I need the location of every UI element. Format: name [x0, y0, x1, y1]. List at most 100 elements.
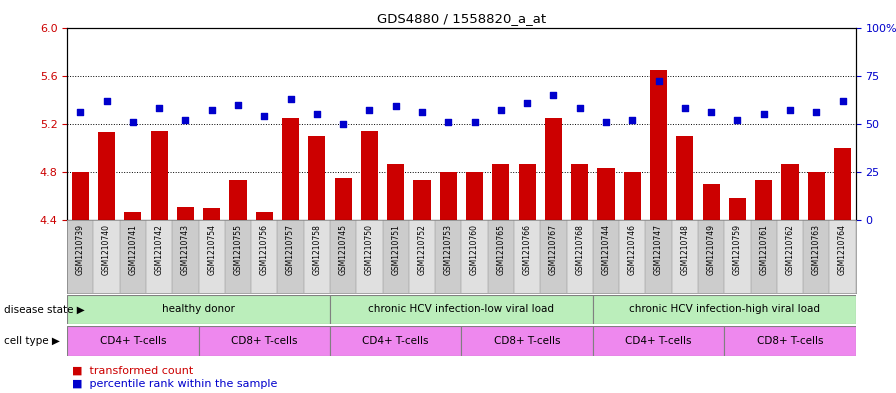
Bar [177, 207, 194, 220]
Text: GSM1210762: GSM1210762 [786, 224, 795, 275]
Point [730, 117, 745, 123]
Bar [409, 220, 435, 293]
Text: GSM1210749: GSM1210749 [707, 224, 716, 275]
Bar [146, 220, 172, 293]
Bar [698, 220, 724, 293]
Bar [672, 220, 698, 293]
Text: ■  transformed count: ■ transformed count [72, 365, 193, 375]
Bar [251, 220, 278, 293]
Point [756, 111, 771, 117]
Bar [514, 220, 540, 293]
Point [441, 119, 455, 125]
Point [573, 105, 587, 112]
Text: GSM1210765: GSM1210765 [496, 224, 505, 275]
Text: GSM1210759: GSM1210759 [733, 224, 742, 275]
Bar [724, 326, 856, 356]
Bar [593, 295, 856, 324]
Text: CD8+ T-cells: CD8+ T-cells [494, 336, 560, 346]
Bar [98, 132, 116, 220]
Bar [724, 220, 751, 293]
Bar [461, 220, 487, 293]
Text: GSM1210757: GSM1210757 [286, 224, 295, 275]
Text: GSM1210751: GSM1210751 [392, 224, 401, 275]
Text: GSM1210761: GSM1210761 [759, 224, 768, 275]
Text: CD4+ T-cells: CD4+ T-cells [363, 336, 429, 346]
Bar [304, 220, 330, 293]
Bar [334, 178, 352, 220]
Text: GSM1210763: GSM1210763 [812, 224, 821, 275]
Text: GSM1210750: GSM1210750 [365, 224, 374, 275]
Bar [676, 136, 694, 220]
Point [494, 107, 508, 114]
Point [152, 105, 167, 112]
Text: GDS4880 / 1558820_a_at: GDS4880 / 1558820_a_at [377, 12, 546, 25]
Bar [255, 212, 273, 220]
Bar [487, 220, 514, 293]
Point [468, 119, 482, 125]
Bar [598, 168, 615, 220]
Text: chronic HCV infection-low viral load: chronic HCV infection-low viral load [368, 305, 555, 314]
Bar [461, 326, 593, 356]
Text: CD8+ T-cells: CD8+ T-cells [757, 336, 823, 346]
Bar [120, 220, 146, 293]
Point [389, 103, 403, 110]
Text: ■  percentile rank within the sample: ■ percentile rank within the sample [72, 379, 277, 389]
Bar [361, 131, 378, 220]
Point [809, 109, 823, 116]
Point [99, 97, 114, 104]
Point [651, 78, 666, 84]
Bar [751, 220, 777, 293]
Text: GSM1210743: GSM1210743 [181, 224, 190, 275]
Point [835, 97, 849, 104]
Point [547, 92, 561, 98]
Point [310, 111, 324, 117]
Bar [830, 220, 856, 293]
Bar [624, 172, 641, 220]
Bar [199, 326, 330, 356]
Bar [566, 220, 593, 293]
Bar [593, 326, 724, 356]
Text: GSM1210756: GSM1210756 [260, 224, 269, 275]
Bar [413, 180, 431, 220]
Bar [755, 180, 772, 220]
Bar [571, 163, 589, 220]
Text: GSM1210742: GSM1210742 [155, 224, 164, 275]
Bar [357, 220, 383, 293]
Text: GSM1210752: GSM1210752 [418, 224, 426, 275]
Bar [93, 220, 120, 293]
Bar [645, 220, 672, 293]
Bar [308, 136, 325, 220]
Text: GSM1210740: GSM1210740 [102, 224, 111, 275]
Bar [125, 212, 142, 220]
Bar [282, 118, 299, 220]
Point [336, 121, 350, 127]
Bar [519, 163, 536, 220]
Text: disease state ▶: disease state ▶ [4, 305, 85, 314]
Bar [72, 172, 89, 220]
Point [125, 119, 140, 125]
Text: GSM1210739: GSM1210739 [76, 224, 85, 275]
Bar [229, 180, 246, 220]
Text: GSM1210745: GSM1210745 [339, 224, 348, 275]
Bar [440, 172, 457, 220]
Point [415, 109, 429, 116]
Point [204, 107, 219, 114]
Bar [728, 198, 746, 220]
Bar [781, 163, 798, 220]
Bar [545, 118, 562, 220]
Text: CD4+ T-cells: CD4+ T-cells [99, 336, 166, 346]
Point [231, 101, 246, 108]
Point [362, 107, 376, 114]
Text: GSM1210767: GSM1210767 [549, 224, 558, 275]
Text: GSM1210754: GSM1210754 [207, 224, 216, 275]
Bar [435, 220, 461, 293]
Text: GSM1210758: GSM1210758 [313, 224, 322, 275]
Point [73, 109, 88, 116]
Point [599, 119, 613, 125]
Text: GSM1210747: GSM1210747 [654, 224, 663, 275]
Bar [834, 148, 851, 220]
Bar [387, 163, 404, 220]
Bar [225, 220, 251, 293]
Point [677, 105, 692, 112]
Bar [67, 295, 330, 324]
